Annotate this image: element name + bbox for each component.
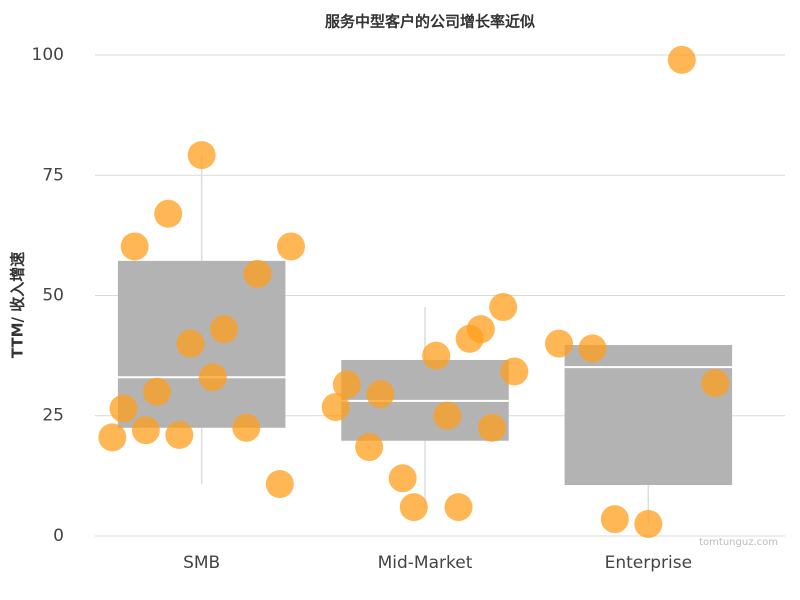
y-axis-label: TTM/ 收入增速 (9, 252, 27, 358)
point (176, 329, 205, 358)
point (131, 416, 160, 445)
point (165, 420, 194, 449)
y-tick-label: 75 (42, 165, 64, 185)
point (120, 232, 149, 261)
point (187, 141, 216, 170)
point (332, 370, 361, 399)
point (466, 315, 495, 344)
point (366, 380, 395, 409)
point (265, 470, 294, 499)
point (667, 45, 696, 74)
point (198, 363, 227, 392)
y-tick-label: 100 (32, 45, 64, 65)
y-tick-label: 25 (42, 406, 64, 426)
box (564, 345, 733, 485)
point (489, 293, 518, 322)
x-tick-label: Enterprise (605, 553, 692, 573)
point (399, 493, 428, 522)
point (422, 341, 451, 370)
point (478, 413, 506, 442)
point (98, 423, 127, 452)
point (701, 369, 730, 398)
point (321, 393, 350, 422)
point (433, 401, 462, 430)
point (388, 464, 417, 493)
point (277, 232, 305, 261)
x-tick-label: Mid-Market (378, 553, 473, 573)
y-tick-label: 50 (42, 286, 64, 306)
point (500, 357, 529, 386)
point (545, 329, 573, 358)
point (600, 505, 629, 534)
point (232, 413, 261, 442)
x-tick-label: SMB (183, 553, 220, 573)
point (355, 433, 384, 462)
point (210, 315, 238, 344)
y-tick-label: 0 (53, 526, 64, 546)
point (578, 334, 607, 363)
watermark: tomtunguz.com (699, 537, 778, 548)
point (109, 394, 138, 423)
point (444, 493, 473, 522)
point (634, 509, 663, 538)
point (243, 259, 272, 288)
point (154, 199, 183, 228)
chart-title: 服务中型客户的公司增长率近似 (325, 13, 535, 31)
point (143, 377, 171, 406)
